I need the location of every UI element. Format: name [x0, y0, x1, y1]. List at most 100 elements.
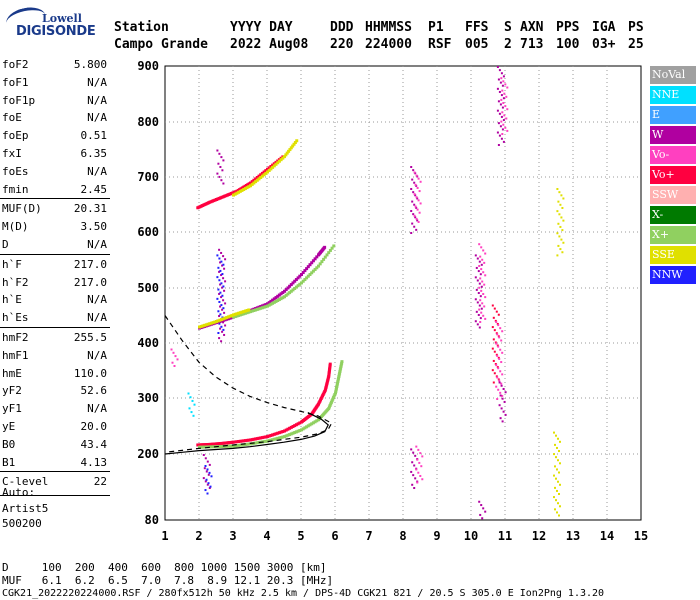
echo-point [412, 213, 415, 216]
trace-point [267, 168, 271, 172]
logo-line1: Lowell [42, 12, 82, 25]
trace-point [230, 316, 234, 320]
echo-point [206, 492, 209, 495]
trace-point [305, 276, 309, 280]
echo-point [496, 354, 499, 357]
echo-point [503, 92, 506, 95]
param-value: 52.6 [80, 384, 108, 398]
param-key: MUF(D) [2, 202, 42, 216]
x-tick-label: 1 [161, 529, 168, 543]
y-tick-label: 500 [137, 281, 159, 295]
echo-point [222, 307, 225, 310]
trace-point [328, 362, 332, 366]
echo-point [500, 382, 503, 385]
trace-point [220, 318, 224, 322]
echo-point [207, 473, 210, 476]
echo-point [495, 310, 498, 313]
legend-item: Vo+ [650, 166, 696, 184]
echo-point [204, 457, 207, 460]
echo-point [478, 282, 481, 285]
trace-point [232, 440, 235, 444]
trace-point [243, 187, 247, 191]
trace-point [232, 444, 235, 448]
echo-point [497, 144, 500, 146]
echo-point [218, 315, 221, 318]
param-key: h`F2 [2, 275, 29, 289]
trace-point [209, 321, 213, 325]
echo-point [501, 394, 504, 397]
param-value: 43.4 [80, 437, 108, 451]
echo-point [219, 327, 222, 330]
trace-point [259, 306, 263, 310]
echo-point [501, 128, 504, 131]
trace-point [223, 318, 227, 322]
header-axn-value: 713 [520, 37, 544, 52]
trace-point [311, 421, 315, 425]
echo-point [475, 310, 478, 313]
echo-point [219, 261, 222, 264]
trace-point [279, 435, 283, 439]
header-time-label: HHMMSS [365, 20, 412, 35]
param-key: foE [2, 111, 22, 125]
profile-solid-line [164, 412, 329, 455]
trace-point [305, 425, 309, 429]
header-date-label: YYYY DAY [230, 20, 293, 35]
echo-point [414, 194, 417, 197]
echo-point [421, 455, 424, 458]
echo-point [192, 414, 195, 417]
trace-point [334, 388, 338, 392]
echo-point [223, 333, 226, 336]
trace-point [216, 319, 220, 323]
echo-point [555, 477, 557, 480]
header-ddd-label: DDD [330, 20, 354, 35]
param-key: h`F [2, 257, 22, 271]
echo-point [491, 347, 494, 350]
trace-point [277, 159, 281, 163]
y-tick-label: 700 [137, 170, 159, 184]
profile-dashed-line [164, 315, 333, 453]
echo-point [497, 388, 500, 391]
x-tick-label: 3 [229, 529, 236, 543]
echo-point [496, 131, 499, 134]
echo-point [558, 493, 560, 496]
trace-point [327, 405, 331, 409]
param-row: foEs N/A [2, 165, 107, 180]
echo-point [495, 321, 498, 323]
trace-point [277, 293, 281, 297]
param-row: yF2 52.6 [2, 384, 107, 399]
trace-point [199, 445, 203, 449]
trace-point [201, 445, 205, 449]
trace-point [226, 315, 230, 319]
echo-point [479, 255, 482, 258]
echo-point [553, 431, 555, 434]
trace-point [337, 375, 341, 378]
echo-point [418, 461, 421, 464]
x-tick-label: 4 [263, 529, 270, 543]
trace-point [233, 312, 237, 316]
trace-point [267, 303, 271, 307]
echo-point [498, 357, 501, 360]
echo-point [556, 446, 558, 449]
trace-point [242, 443, 246, 447]
trace-point [327, 407, 331, 411]
echo-point [410, 448, 413, 451]
param-key: fxI [2, 147, 22, 160]
echo-point [191, 399, 194, 402]
echo-point [500, 407, 503, 410]
header-iga-value: 03+ [592, 37, 616, 52]
echo-point [482, 249, 485, 252]
trace-point [235, 440, 239, 444]
echo-point [222, 159, 225, 162]
echo-point [558, 471, 560, 474]
trace-point [255, 441, 259, 445]
trace-point [238, 189, 242, 193]
echo-point [500, 137, 503, 140]
trace-point [330, 246, 334, 250]
param-key: foEp [2, 129, 29, 143]
trace-point [281, 296, 285, 300]
trace-point [235, 444, 239, 448]
trace-point [226, 317, 230, 321]
echo-point [483, 261, 486, 264]
legend-item: SSE [650, 246, 696, 264]
trace-point [233, 444, 237, 448]
